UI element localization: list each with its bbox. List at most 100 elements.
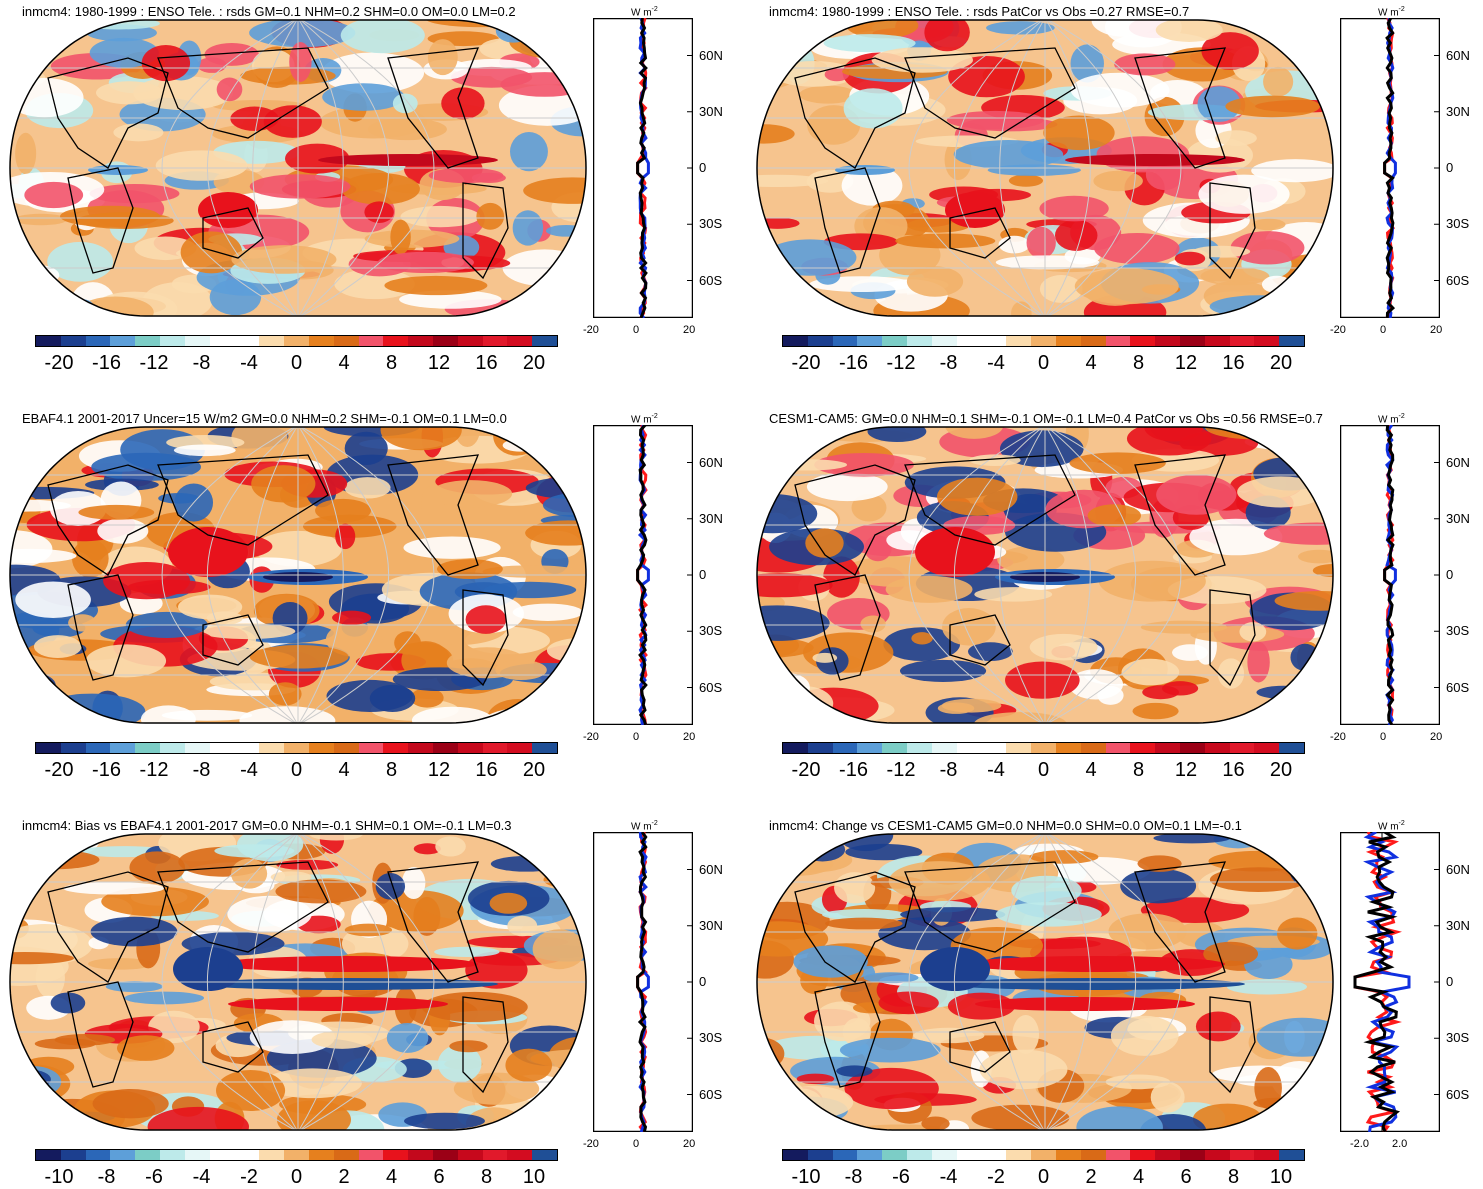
colorbar-swatch bbox=[931, 336, 957, 346]
latitude-tick-label: 0 bbox=[1446, 567, 1454, 582]
latitude-tick-label: 60S bbox=[1446, 272, 1470, 288]
colorbar-swatch bbox=[383, 743, 409, 753]
robinson-map bbox=[756, 833, 1334, 1131]
colorbar-swatch bbox=[1055, 743, 1081, 753]
latitude-tick-label: 30N bbox=[1446, 917, 1470, 933]
colorbar-swatch bbox=[160, 1150, 185, 1160]
colorbar-swatch bbox=[284, 743, 309, 753]
colorbar-swatch bbox=[1055, 1150, 1081, 1160]
colorbar-tick-label: -20 bbox=[791, 352, 821, 374]
colorbar-swatch bbox=[882, 336, 908, 346]
colorbar-swatch bbox=[358, 743, 384, 753]
colorbar-swatch bbox=[1031, 1150, 1056, 1160]
colorbar-swatch bbox=[882, 743, 908, 753]
colorbar-swatch bbox=[408, 336, 433, 346]
colorbar-swatch bbox=[259, 336, 285, 346]
colorbar-tick-label: -4 bbox=[192, 1166, 211, 1188]
colorbar-swatch bbox=[308, 1150, 334, 1160]
colorbar-swatch bbox=[1254, 743, 1280, 753]
colorbar-swatch bbox=[1229, 1150, 1255, 1160]
latitude-tick-label: 0 bbox=[699, 567, 707, 582]
colorbar-swatch bbox=[358, 336, 384, 346]
colorbar-tick-label: 12 bbox=[427, 352, 451, 374]
colorbar-swatch bbox=[1105, 336, 1131, 346]
colorbar-tick-label: -10 bbox=[44, 1166, 74, 1188]
colorbar-swatch bbox=[284, 336, 309, 346]
colorbar-swatch bbox=[333, 336, 359, 346]
colorbar bbox=[35, 742, 558, 754]
colorbar-tick-label: -8 bbox=[939, 352, 958, 374]
colorbar-swatch bbox=[60, 1150, 86, 1160]
colorbar-tick-label: 20 bbox=[522, 352, 546, 374]
colorbar bbox=[35, 335, 558, 347]
colorbar-swatch bbox=[1204, 1150, 1230, 1160]
profile-x-tick-label: 20 bbox=[1430, 324, 1443, 336]
latitude-tick-label: 30S bbox=[1446, 623, 1470, 639]
profile-x-tick-label: -20 bbox=[1330, 324, 1346, 336]
profile-x-tick-label: -2.0 bbox=[1350, 1138, 1369, 1150]
colorbar-tick-label: 0 bbox=[290, 759, 303, 781]
zonal-mean-profile bbox=[593, 832, 693, 1132]
colorbar-tick-label: -12 bbox=[886, 352, 916, 374]
colorbar-swatch bbox=[1006, 743, 1032, 753]
colorbar-swatch bbox=[209, 1150, 235, 1160]
colorbar bbox=[35, 1149, 558, 1161]
colorbar-tick-label: 4 bbox=[338, 759, 350, 781]
colorbar-swatch bbox=[907, 336, 932, 346]
profile-unit-label: W m-2 bbox=[1378, 6, 1405, 19]
colorbar-tick-label: -12 bbox=[139, 352, 169, 374]
colorbar-tick-label: -20 bbox=[44, 759, 74, 781]
colorbar-tick-label: 0 bbox=[290, 1166, 303, 1188]
latitude-tick-label: 0 bbox=[1446, 974, 1454, 989]
colorbar-swatch bbox=[1031, 743, 1056, 753]
colorbar-swatch bbox=[907, 743, 932, 753]
colorbar-swatch bbox=[259, 743, 285, 753]
colorbar-tick-label: -10 bbox=[791, 1166, 821, 1188]
latitude-tick-label: 60S bbox=[699, 1086, 723, 1102]
panel-title: inmcm4: Bias vs EBAF4.1 2001-2017 GM=0.0… bbox=[22, 818, 512, 833]
colorbar-tick-label: -16 bbox=[839, 759, 868, 781]
colorbar-tick-label: -4 bbox=[240, 352, 258, 374]
colorbar-tick-label: -6 bbox=[892, 1166, 910, 1188]
panel-title: CESM1-CAM5: GM=0.0 NHM=0.1 SHM=-0.1 OM=-… bbox=[769, 411, 1323, 426]
colorbar-swatch bbox=[532, 1150, 558, 1160]
colorbar-swatch bbox=[507, 336, 533, 346]
colorbar-swatch bbox=[482, 1150, 508, 1160]
profile-x-tick-label: 0 bbox=[633, 1138, 640, 1150]
colorbar-tick-label: 0 bbox=[1037, 1166, 1050, 1188]
colorbar-swatch bbox=[1204, 336, 1230, 346]
colorbar-swatch bbox=[457, 743, 483, 753]
profile-x-tick-label: 0 bbox=[633, 731, 640, 743]
colorbar-swatch bbox=[482, 743, 508, 753]
colorbar-swatch bbox=[857, 743, 883, 753]
colorbar-tick-label: 12 bbox=[427, 759, 451, 781]
colorbar-tick-label: 8 bbox=[1132, 352, 1145, 374]
latitude-tick-label: 60N bbox=[699, 861, 723, 877]
latitude-tick-label: 0 bbox=[699, 160, 707, 175]
colorbar-tick-label: -2 bbox=[240, 1166, 258, 1188]
latitude-tick-label: 30S bbox=[1446, 216, 1470, 232]
colorbar-tick-label: 4 bbox=[1085, 352, 1097, 374]
colorbar-tick-label: -8 bbox=[97, 1166, 116, 1188]
colorbar-tick-label: 12 bbox=[1174, 759, 1198, 781]
profile-series-line bbox=[1383, 425, 1395, 725]
colorbar-swatch bbox=[807, 743, 833, 753]
colorbar-swatch bbox=[1204, 743, 1230, 753]
colorbar-tick-label: 0 bbox=[1037, 352, 1050, 374]
colorbar-swatch bbox=[1254, 336, 1280, 346]
colorbar-tick-label: -8 bbox=[192, 352, 211, 374]
colorbar-tick-label: 4 bbox=[1132, 1166, 1145, 1188]
colorbar-swatch bbox=[857, 1150, 883, 1160]
robinson-map bbox=[9, 833, 587, 1131]
latitude-tick-label: 60N bbox=[1446, 47, 1470, 63]
colorbar-tick-label: -8 bbox=[939, 759, 958, 781]
colorbar-swatch bbox=[981, 743, 1007, 753]
colorbar-swatch bbox=[457, 1150, 483, 1160]
profile-unit-label: W m-2 bbox=[1378, 820, 1405, 833]
latitude-tick-label: 0 bbox=[1446, 160, 1454, 175]
colorbar-tick-label: 16 bbox=[475, 352, 498, 374]
colorbar-swatch bbox=[234, 743, 260, 753]
colorbar-swatch bbox=[36, 743, 61, 753]
colorbar-swatch bbox=[1105, 1150, 1131, 1160]
latitude-tick-label: 60S bbox=[699, 679, 723, 695]
